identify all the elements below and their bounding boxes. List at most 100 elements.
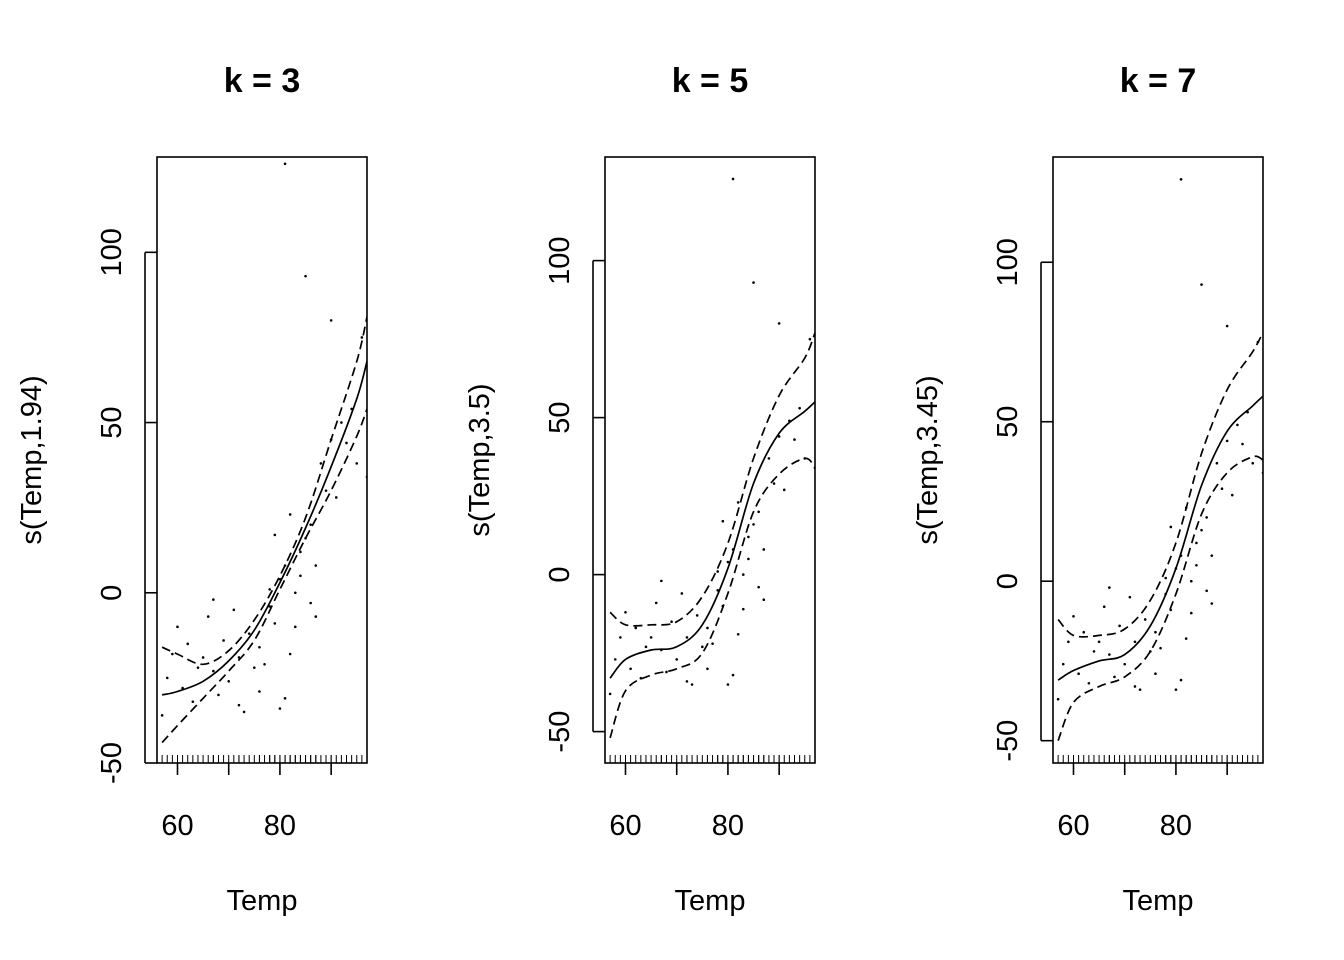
residual-point <box>1133 640 1137 644</box>
residual-point <box>762 548 766 551</box>
x-tick-label: 80 <box>1160 810 1192 842</box>
residual-point <box>314 564 318 567</box>
residual-point <box>1179 678 1183 682</box>
residual-point <box>365 475 367 479</box>
panel-1: k = 3 60 80 -50 0 50 100 Temp s(Temp,1.94) <box>16 62 368 917</box>
residual-point <box>242 710 246 714</box>
residual-point <box>762 598 766 602</box>
residual-point <box>726 683 730 686</box>
residual-point <box>1108 653 1111 656</box>
y-tick-label: -50 <box>96 742 128 784</box>
residual-point <box>283 697 287 700</box>
residual-point <box>288 513 292 516</box>
residual-point <box>1195 541 1198 545</box>
residual-point <box>711 642 714 645</box>
residual-point <box>1128 595 1132 599</box>
y-tick-label: 50 <box>96 406 128 438</box>
residual-point <box>1205 589 1208 593</box>
residual-point <box>299 550 302 554</box>
residual-point <box>1200 528 1203 532</box>
residual-point <box>1174 688 1178 691</box>
residual-point <box>660 579 663 583</box>
residual-point <box>1118 624 1121 628</box>
fit-line <box>1057 395 1263 681</box>
plot-area <box>160 162 367 744</box>
residual-point <box>283 162 287 166</box>
y-axis: -50 0 50 100 <box>992 238 1053 762</box>
residual-point <box>340 421 343 424</box>
residual-point <box>731 177 735 181</box>
residual-point <box>1108 586 1111 589</box>
residual-point <box>721 519 725 523</box>
residual-point <box>1225 439 1229 443</box>
residual-point <box>1087 681 1091 685</box>
residual-point <box>706 626 709 630</box>
y-axis: -50 0 50 100 <box>544 236 605 753</box>
residual-point <box>247 632 251 635</box>
residual-point <box>777 322 781 325</box>
y-tick-label: 50 <box>992 406 1024 438</box>
x-axis: 60 80 <box>161 763 332 842</box>
residual-point <box>731 673 735 677</box>
residual-point <box>741 607 745 611</box>
residual-point <box>268 588 271 591</box>
residual-point <box>726 560 730 564</box>
residual-point <box>798 406 801 410</box>
residual-point <box>165 676 169 680</box>
residual-point <box>314 615 318 618</box>
residual-point <box>1154 672 1157 675</box>
residual-point <box>747 557 750 561</box>
residual-point <box>1164 576 1167 580</box>
residual-point <box>1200 283 1203 286</box>
residual-point <box>706 667 709 671</box>
residual-point <box>253 666 256 669</box>
residual-point <box>293 591 297 595</box>
fit-line <box>609 401 815 679</box>
residual-point <box>741 573 745 576</box>
residual-point <box>273 622 277 625</box>
residual-point <box>206 615 210 618</box>
residual-point <box>278 707 282 710</box>
residual-point <box>1179 178 1183 181</box>
residual-point <box>752 523 755 526</box>
residual-point <box>624 610 627 614</box>
residual-point <box>212 669 215 673</box>
residual-point <box>1123 662 1127 666</box>
residual-point <box>1102 605 1106 609</box>
residual-point <box>629 667 632 671</box>
y-axis: -50 0 50 100 <box>96 228 157 784</box>
x-tick-label: 60 <box>161 810 193 842</box>
x-tick-label: 80 <box>264 810 296 842</box>
residual-point <box>217 693 220 697</box>
residual-point <box>222 639 225 642</box>
residual-point <box>1067 640 1070 644</box>
residual-point <box>808 337 812 341</box>
residual-point <box>772 482 776 485</box>
residual-point <box>309 601 312 605</box>
residual-point <box>1133 685 1137 688</box>
residual-point <box>186 642 190 646</box>
plot-area <box>1056 178 1263 742</box>
residual-point <box>304 274 307 278</box>
residual-point <box>1205 516 1208 519</box>
residual-point <box>237 703 241 707</box>
residual-point <box>1195 563 1198 567</box>
residual-point <box>319 462 323 465</box>
y-axis-label: s(Temp,3.5) <box>464 383 496 536</box>
residual-point <box>1189 579 1193 583</box>
residual-point <box>1082 630 1086 634</box>
residual-points <box>608 177 815 696</box>
x-tick-label: 60 <box>1057 810 1089 842</box>
x-axis-label: Temp <box>227 885 298 917</box>
residual-point <box>258 690 261 693</box>
y-tick-label: -50 <box>544 711 576 753</box>
y-tick-label: 0 <box>96 585 128 601</box>
chart-title: k = 5 <box>672 62 749 100</box>
residual-point <box>644 645 648 649</box>
residual-point <box>1061 662 1065 666</box>
residual-point <box>329 319 333 322</box>
residual-point <box>747 535 750 539</box>
y-tick-label: 50 <box>544 401 576 433</box>
residual-point <box>1184 637 1188 640</box>
ci-upper-line <box>161 316 367 666</box>
